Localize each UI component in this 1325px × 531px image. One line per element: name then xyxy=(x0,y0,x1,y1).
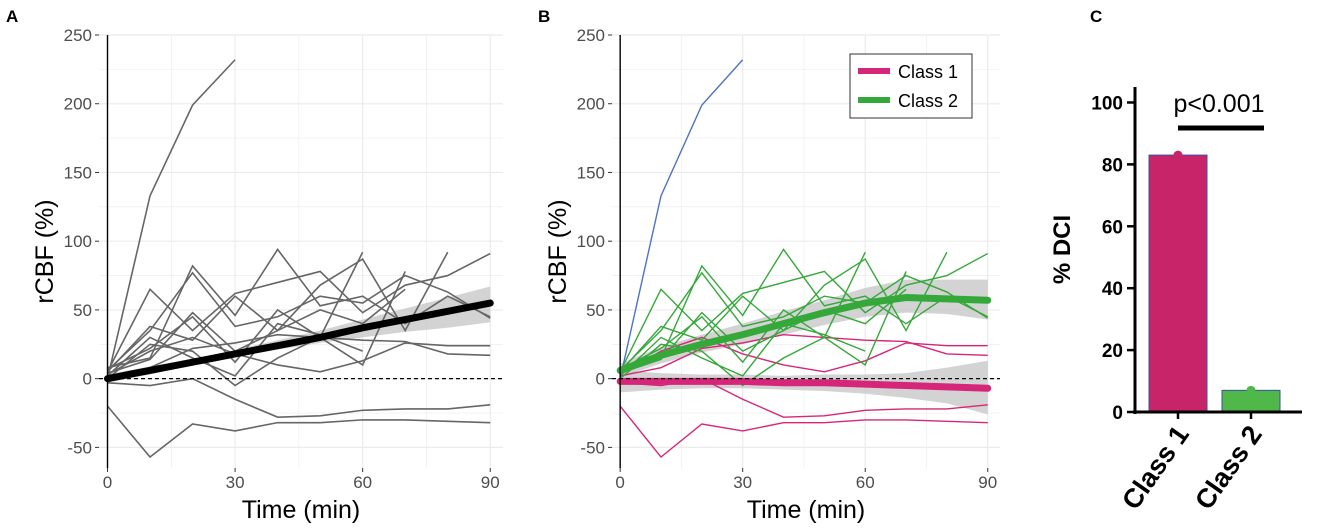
panel-a-x-tick-label-90: 90 xyxy=(481,473,500,492)
panel-a-y-tick-label-50: 50 xyxy=(73,301,92,320)
panel-b: B 0 30 60 90 -50 0 50 100 150 200 250 Time (min) r… xyxy=(538,7,1000,524)
panel-b-x-tick-label-60: 60 xyxy=(856,473,875,492)
panel-c-y-tick-label-60: 60 xyxy=(1102,217,1123,238)
panel-b-individual-lines xyxy=(619,59,989,458)
panel-b-class-1-line-1 xyxy=(619,405,988,458)
panel-a-x-tick-label-0: 0 xyxy=(103,473,112,492)
panel-a-x-tick-label-30: 30 xyxy=(226,473,245,492)
panel-c-y-tick-label-20: 20 xyxy=(1102,341,1123,362)
panel-b-x-tick-label-90: 90 xyxy=(978,473,997,492)
panel-a-letter: A xyxy=(6,7,18,26)
panel-c-category-label-2: Class 2 xyxy=(1189,420,1268,515)
panel-b-y-axis-title: rCBF (%) xyxy=(544,199,572,303)
panel-c-y-tick-label-100: 100 xyxy=(1091,93,1123,114)
panel-b-axes: 0 30 60 90 -50 0 50 100 150 200 250 xyxy=(577,26,998,492)
panel-a-subject-line-13 xyxy=(107,271,406,387)
panel-b-class-1-trend xyxy=(616,377,992,392)
panel-a-x-axis-title: Time (min) xyxy=(242,496,361,524)
panel-b-class-2-line-4 xyxy=(620,248,989,369)
panel-b-y-tick-label-200: 200 xyxy=(577,95,605,114)
panel-b-y-tick-label-50: 50 xyxy=(586,301,605,320)
legend-class-1-label: Class 1 xyxy=(898,62,958,82)
panel-b-class-2-line-7 xyxy=(619,322,866,377)
p-value-label: p<0.001 xyxy=(1173,90,1264,118)
panel-b-y-tick-label-150: 150 xyxy=(577,163,605,182)
panel-a-subject-line-9 xyxy=(107,248,491,369)
panel-b-y-tick-label-0: 0 xyxy=(596,370,605,389)
panel-a-subject-line-4 xyxy=(107,333,491,377)
panel-b-x-tick-label-0: 0 xyxy=(615,473,624,492)
panel-a-plot-area xyxy=(99,35,503,468)
panel-b-outlier-line xyxy=(619,59,744,379)
panel-a-y-tick-label-100: 100 xyxy=(64,232,92,251)
panel-b-y-tick-label-100: 100 xyxy=(577,232,605,251)
panel-b-class-2-line-2 xyxy=(619,271,989,371)
panel-a-individual-lines xyxy=(106,59,491,459)
panel-b-class-2-line-5 xyxy=(619,251,948,373)
panel-b-class-1-line-3 xyxy=(620,333,988,377)
panel-a-y-tick-label-0: 0 xyxy=(83,370,92,389)
panel-a-trend-line xyxy=(104,299,494,383)
panel-a-axes: 0 30 60 90 -50 0 50 100 150 200 250 xyxy=(64,26,500,492)
panel-c-y-tick-label-80: 80 xyxy=(1102,155,1123,176)
panel-a-subject-line-5 xyxy=(107,336,491,376)
panel-b-x-axis-title: Time (min) xyxy=(747,496,866,524)
legend-class-2-label: Class 2 xyxy=(898,91,958,111)
panel-b-class-1-confidence-band xyxy=(620,360,988,415)
panel-b-y-tick-label--50: -50 xyxy=(580,438,605,457)
panel-c-y-tick-label-0: 0 xyxy=(1112,403,1123,424)
legend-box xyxy=(849,53,973,119)
bar-class-1 xyxy=(1148,154,1208,413)
panel-b-x-tick-label-30: 30 xyxy=(733,473,752,492)
panel-a: A 0 30 60 90 -50 0 50 100 150 200 250 Time (min) r… xyxy=(6,7,503,524)
panel-c-bars xyxy=(1148,150,1281,413)
panel-a-subject-line-2 xyxy=(106,405,491,459)
panel-a-subject-line-10 xyxy=(106,251,449,373)
panel-b-letter: B xyxy=(538,7,550,26)
panel-b-trend-lines xyxy=(616,294,992,392)
panel-c-y-axis-title: % DCI xyxy=(1049,215,1076,284)
panel-a-y-tick-label-150: 150 xyxy=(64,163,92,182)
panel-c-category-label-1: Class 1 xyxy=(1116,420,1195,515)
panel-b-class-2-trend xyxy=(616,294,992,374)
panel-a-y-tick-label-250: 250 xyxy=(64,26,92,45)
panel-a-overall-trend xyxy=(104,299,494,383)
panel-b-y-tick-label-250: 250 xyxy=(577,26,605,45)
panel-b-legend: Class 1 Class 2 xyxy=(849,53,973,119)
bar-point-1 xyxy=(1173,150,1183,160)
panel-a-y-tick-label--50: -50 xyxy=(67,438,92,457)
panel-b-class-1-line-4 xyxy=(619,336,988,376)
panel-c-letter: C xyxy=(1090,7,1102,26)
panel-c-y-tick-label-40: 40 xyxy=(1102,279,1123,300)
panel-b-class-2-line-8 xyxy=(619,271,907,387)
panel-a-subject-line-1 xyxy=(106,59,236,379)
panel-a-subject-line-3 xyxy=(107,377,491,418)
panel-a-x-tick-label-60: 60 xyxy=(353,473,372,492)
panel-a-subject-line-8 xyxy=(107,288,406,374)
panel-a-y-axis-title: rCBF (%) xyxy=(31,199,59,303)
panel-a-y-tick-label-200: 200 xyxy=(64,95,92,114)
panel-a-subject-line-7 xyxy=(106,271,491,371)
bar-point-2 xyxy=(1246,385,1256,395)
